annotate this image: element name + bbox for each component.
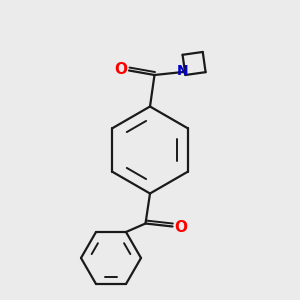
Text: O: O: [174, 220, 188, 235]
Text: O: O: [114, 62, 127, 77]
Text: N: N: [177, 64, 189, 78]
